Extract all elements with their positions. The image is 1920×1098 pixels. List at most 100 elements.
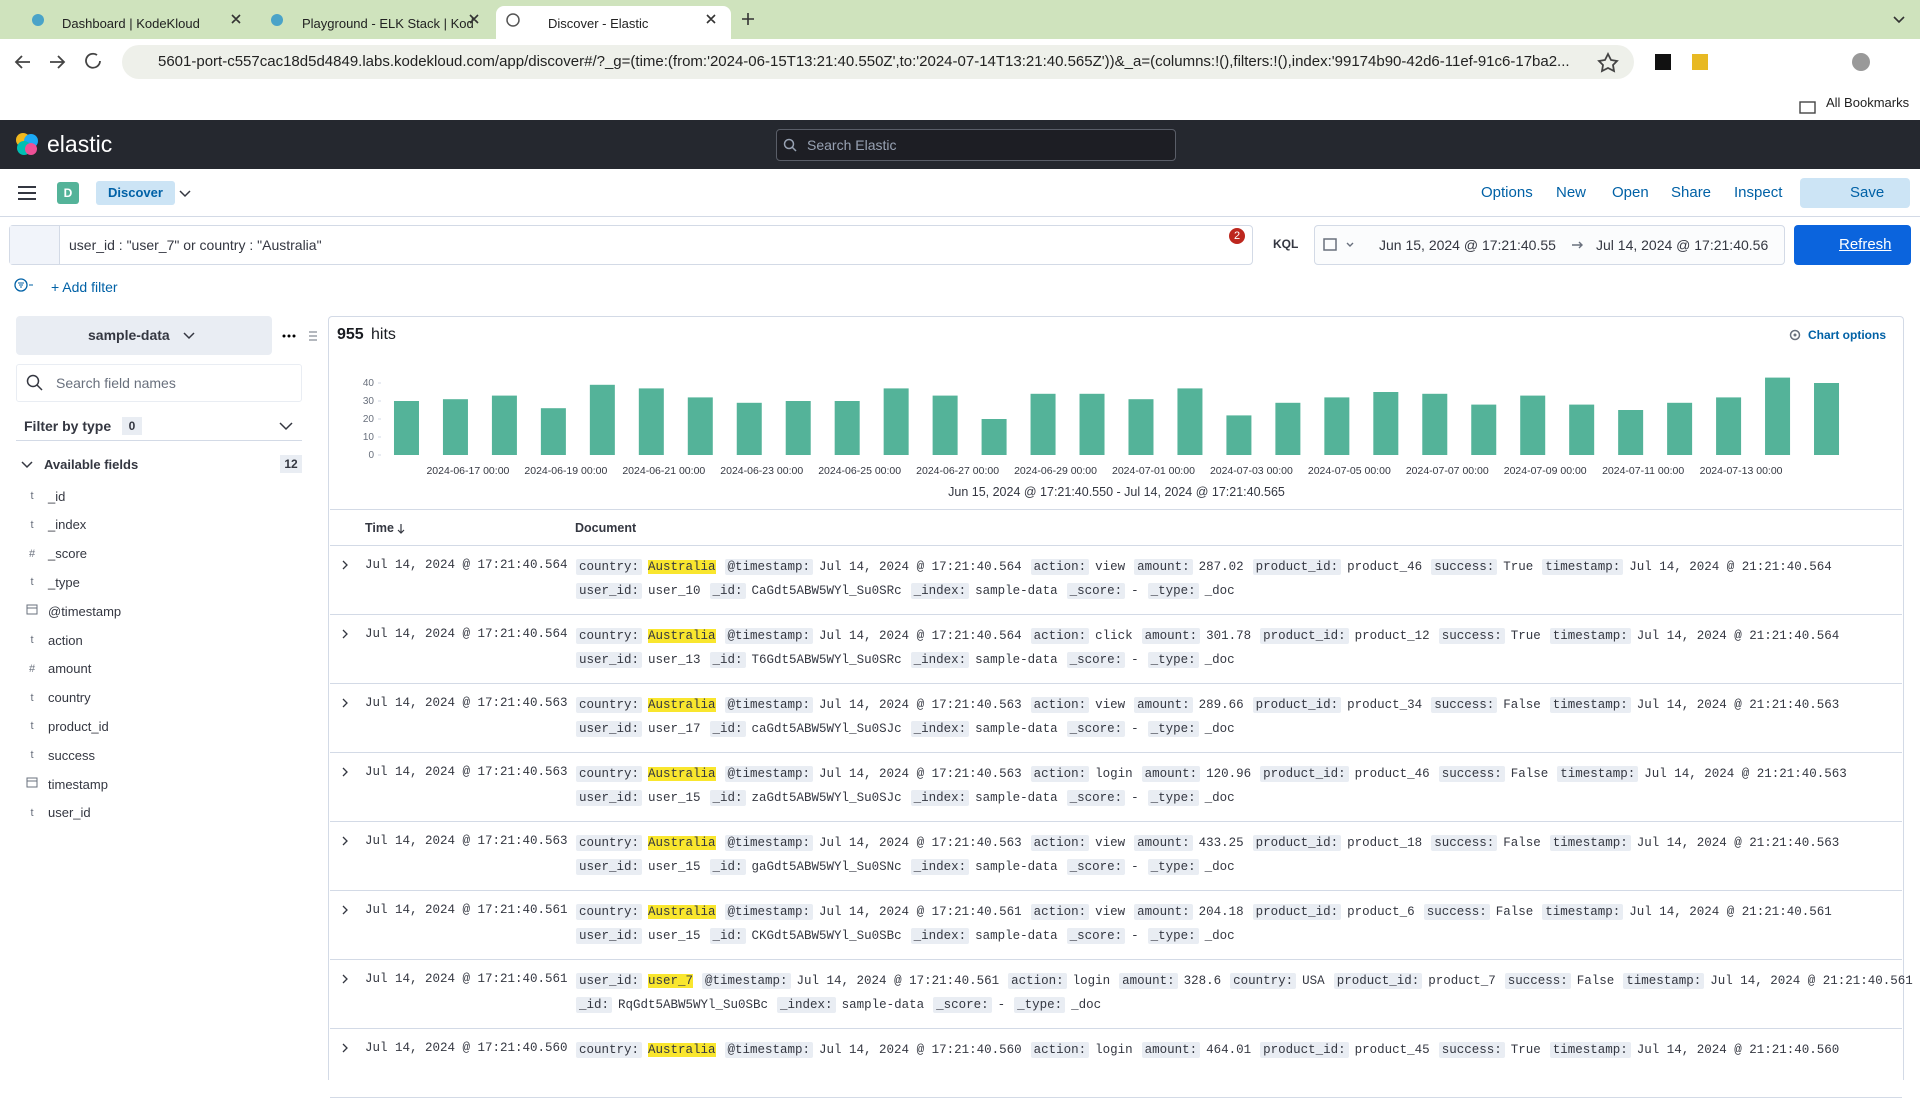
field-key: _id:	[709, 928, 746, 944]
expand-toggle[interactable]	[340, 903, 350, 921]
bar	[638, 388, 664, 455]
field-key: country:	[576, 904, 643, 920]
menu-icon[interactable]	[18, 184, 38, 202]
field-key: _id:	[709, 790, 746, 806]
menu-item[interactable]: Options	[1481, 184, 1533, 201]
field-value: _doc	[1071, 998, 1102, 1012]
filter-by-type[interactable]	[16, 411, 302, 441]
field-name: success	[48, 747, 95, 763]
breadcrumb[interactable]: Discover	[96, 181, 175, 205]
elastic-logo[interactable]: elastic	[47, 131, 113, 157]
filter-count: 0	[122, 417, 142, 435]
field-item[interactable]: # amount	[24, 655, 91, 683]
refresh-button[interactable]: Refresh	[1794, 225, 1911, 265]
expand-toggle[interactable]	[340, 834, 350, 852]
doc-row: Jul 14, 2024 @ 17:21:40.563 country: Austr…	[330, 753, 1902, 822]
field-item[interactable]: t _id	[24, 482, 65, 510]
row-time: Jul 14, 2024 @ 17:21:40.563	[365, 696, 568, 710]
chart-options[interactable]: Chart options	[1808, 328, 1886, 342]
expand-toggle[interactable]	[340, 558, 350, 576]
field-search[interactable]	[16, 364, 302, 402]
field-name: amount	[48, 661, 92, 677]
date-to[interactable]: Jul 14, 2024 @ 17:21:40.56	[1596, 237, 1769, 253]
data-view-name[interactable]: sample-data	[88, 327, 170, 343]
filter-by-type-label[interactable]: Filter by type	[24, 418, 112, 434]
field-item[interactable]: # _score	[24, 540, 87, 568]
field-value: login	[1095, 1043, 1133, 1057]
sort-icon[interactable]	[396, 523, 406, 535]
global-search[interactable]	[776, 129, 1176, 161]
field-key: country:	[576, 766, 643, 782]
field-item[interactable]: t user_id	[24, 799, 90, 827]
field-item[interactable]: @timestamp	[24, 597, 121, 625]
field-key: action:	[1008, 973, 1067, 989]
field-key: _id:	[576, 997, 613, 1013]
field-item[interactable]: t product_id	[24, 712, 108, 740]
expand-toggle[interactable]	[340, 972, 350, 990]
menu-item[interactable]: New	[1556, 184, 1587, 201]
data-view-picker[interactable]	[16, 316, 272, 355]
field-name: @timestamp	[48, 603, 122, 619]
sidebar-icons	[183, 331, 317, 341]
save-button[interactable]: Save	[1800, 178, 1910, 208]
field-item[interactable]: t _index	[24, 511, 86, 539]
y-tick-label: 30	[363, 396, 375, 407]
field-key: success:	[1438, 766, 1505, 782]
chevron[interactable]	[20, 458, 34, 472]
expand-toggle[interactable]	[340, 765, 350, 783]
query-language[interactable]: KQL	[1273, 237, 1299, 251]
expand-toggle[interactable]	[340, 1041, 350, 1059]
field-type-icon	[24, 603, 40, 619]
bar	[1324, 397, 1350, 455]
elastic-logo-icon	[16, 133, 38, 155]
bar	[981, 419, 1007, 455]
field-item[interactable]: t success	[24, 741, 95, 769]
tab[interactable]: Dashboard | KodeKloud	[62, 16, 200, 31]
field-key: timestamp:	[1549, 1042, 1631, 1058]
available-count: 12	[280, 455, 302, 473]
bar	[1520, 395, 1546, 455]
field-key: success:	[1431, 559, 1498, 575]
field-value: Jul 14, 2024 @ 21:21:40.563	[1644, 767, 1847, 781]
space-avatar[interactable]: D	[57, 182, 79, 204]
column-header[interactable]: Time	[365, 521, 394, 535]
date-from[interactable]: Jun 15, 2024 @ 17:21:40.55	[1379, 237, 1556, 253]
field-type-icon: #	[28, 662, 36, 675]
field-item[interactable]: t country	[24, 684, 90, 712]
field-value: USA	[1302, 974, 1325, 988]
doc-line: _id: RqGdt5ABW5WYl_Su0SBc _index: sample-da…	[576, 997, 1110, 1013]
expand-toggle[interactable]	[340, 696, 350, 714]
field-item[interactable]: t action	[24, 626, 82, 654]
add-filter[interactable]: + Add filter	[51, 279, 118, 295]
field-value: -	[1131, 722, 1139, 736]
field-value: product_18	[1347, 836, 1423, 850]
query-bar[interactable]	[9, 225, 1253, 265]
column-header[interactable]: Document	[575, 521, 637, 535]
y-tick-label: 0	[368, 450, 374, 461]
query-text[interactable]: user_id : "user_7" or country : "Austral…	[69, 237, 322, 253]
field-key: country:	[576, 835, 643, 851]
saved-query-button[interactable]	[10, 226, 60, 264]
address-field[interactable]	[122, 45, 1634, 79]
field-key: product_id:	[1252, 559, 1342, 575]
date-picker[interactable]	[1314, 225, 1785, 265]
field-value: user_13	[648, 653, 701, 667]
chevron[interactable]	[178, 186, 192, 200]
field-value: product_46	[1354, 767, 1430, 781]
chevron[interactable]	[278, 419, 294, 433]
field-item[interactable]: t _type	[24, 568, 79, 596]
menu-item[interactable]: Open	[1612, 184, 1649, 201]
field-value: click	[1095, 629, 1133, 643]
bookmarks[interactable]: All Bookmarks	[1826, 95, 1910, 110]
row-time: Jul 14, 2024 @ 17:21:40.561	[365, 972, 568, 986]
menu-item[interactable]: Share	[1671, 184, 1712, 201]
field-key: _type:	[1147, 583, 1199, 599]
field-item[interactable]: timestamp	[24, 770, 108, 798]
nav-bar	[0, 169, 1920, 217]
tab[interactable]: Playground - ELK Stack | Kod	[302, 16, 474, 31]
field-value: False	[1503, 836, 1541, 850]
tab-active[interactable]: Discover - Elastic	[496, 6, 731, 39]
available-fields[interactable]: Available fields	[44, 457, 139, 472]
expand-toggle[interactable]	[340, 627, 350, 645]
menu-item[interactable]: Inspect	[1734, 184, 1783, 201]
